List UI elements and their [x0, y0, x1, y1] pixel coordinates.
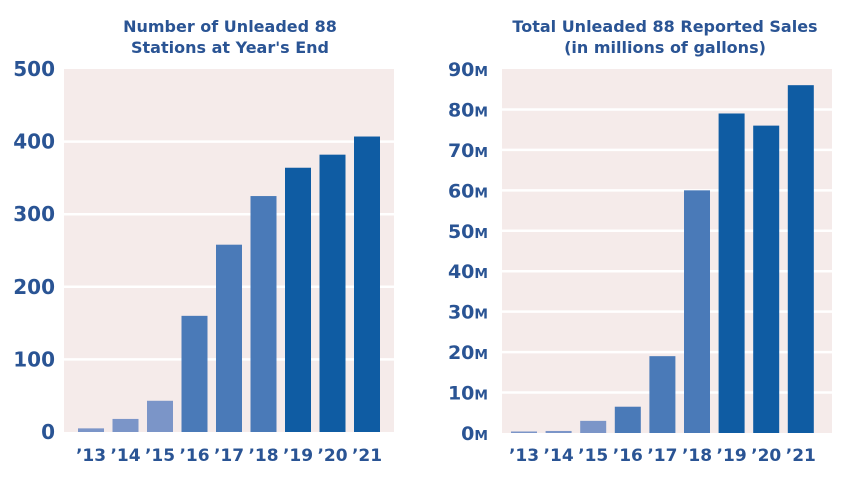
chart-2-title-line-1: Total Unleaded 88 Reported Sales: [512, 17, 818, 36]
chart-2-y-tick-label: 40M: [448, 261, 488, 283]
chart-2-y-tick-label: 20M: [448, 342, 488, 364]
chart-1-x-tick-label: ’14: [110, 446, 140, 466]
chart-1-x-tick-label: ’21: [352, 446, 382, 466]
chart-2-title: Total Unleaded 88 Reported Sales (in mil…: [490, 16, 840, 58]
chart-2-x-tick-label: ’19: [717, 446, 747, 466]
chart-2-x-tick-label: ’18: [682, 446, 712, 466]
chart-1-bar: [285, 167, 311, 432]
chart-2-y-tick-label: 10M: [448, 383, 488, 405]
chart-2-x-tick-label: ’20: [751, 446, 781, 466]
chart-1-x-tick-label: ’19: [283, 446, 313, 466]
chart-1-bar: [354, 136, 380, 432]
chart-1-x-tick-label: ’18: [248, 446, 278, 466]
chart-1-x-tick-label: ’15: [145, 446, 175, 466]
chart-2-y-tick-label: 60M: [448, 180, 488, 202]
chart-1-y-tick-label: 500: [13, 57, 55, 81]
chart-1-x-tick-label: ’16: [179, 446, 209, 466]
chart-2-bar: [649, 356, 676, 433]
chart-1-title-line-1: Number of Unleaded 88: [123, 17, 337, 36]
chart-2-y-tick-label: 70M: [448, 140, 488, 162]
chart-1-y-tick-label: 200: [13, 275, 55, 299]
chart-2-bar: [684, 190, 710, 433]
chart-2-title-line-2: (in millions of gallons): [564, 38, 766, 57]
chart-2-x-tick-label: ’16: [613, 446, 643, 466]
chart-1-y-tick-label: 300: [13, 202, 55, 226]
chart-1-title: Number of Unleaded 88 Stations at Year's…: [64, 16, 396, 58]
chart-2-bar: [545, 430, 572, 433]
chart-2-x-tick-label: ’13: [509, 446, 539, 466]
chart-2-x-tick-label: ’14: [544, 446, 574, 466]
chart-2-x-tick-label: ’21: [786, 446, 816, 466]
chart-1-y-tick-label: 400: [13, 130, 55, 154]
chart-2-bar: [580, 420, 607, 433]
chart-2-bar: [718, 113, 745, 433]
chart-2-bar: [614, 406, 641, 433]
chart-1-bar: [250, 196, 277, 432]
chart-2-bar: [511, 431, 537, 433]
chart-2-x-tick-label: ’17: [647, 446, 677, 466]
chart-1-x-tick-label: ’20: [317, 446, 347, 466]
chart-2-bar: [787, 85, 814, 433]
chart-1-x-tick-label: ’17: [214, 446, 244, 466]
chart-1-y-tick-label: 0: [41, 420, 55, 444]
chart-2-y-tick-label: 50M: [448, 221, 488, 243]
chart-1-bar: [112, 418, 139, 432]
chart-1-bar: [216, 244, 242, 432]
chart-1-title-line-2: Stations at Year's End: [130, 38, 329, 57]
chart-1-bar: [319, 154, 346, 432]
chart-2-y-tick-label: 30M: [448, 302, 488, 324]
chart-2-x-tick-label: ’15: [578, 446, 608, 466]
chart-1-bar: [181, 315, 208, 432]
chart-2-y-tick-label: 90M: [448, 59, 488, 81]
chart-2-bar: [753, 125, 780, 433]
chart-2-y-tick-label: 0M: [461, 423, 488, 445]
chart-1-bar: [147, 400, 173, 432]
chart-1-y-tick-label: 100: [13, 347, 55, 371]
chart-2-y-tick-label: 80M: [448, 99, 488, 121]
chart-1-x-tick-label: ’13: [76, 446, 106, 466]
chart-1-bar: [78, 428, 104, 432]
